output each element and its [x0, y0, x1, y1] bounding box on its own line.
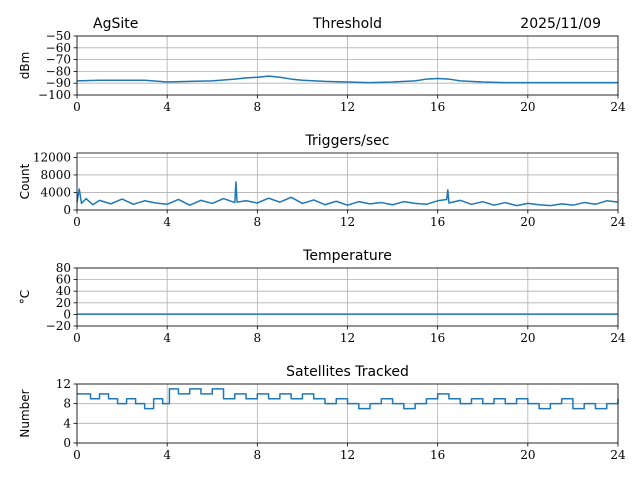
series-line	[76, 75, 618, 84]
x-tick-label: 12	[340, 448, 355, 462]
x-tick-label: 16	[430, 448, 445, 462]
x-tick-label: 8	[254, 215, 262, 229]
y-axis-label: dBm	[18, 52, 32, 80]
y-tick-label: −60	[46, 41, 71, 55]
x-tick-label: 24	[610, 448, 626, 462]
x-tick-label: 0	[73, 100, 81, 114]
axes-title: Threshold	[312, 16, 382, 32]
y-tick-label: 60	[56, 273, 71, 287]
y-axis-label: °C	[18, 290, 32, 304]
series-line	[77, 388, 619, 410]
x-tick-label: 0	[73, 448, 81, 462]
series-line	[76, 181, 619, 207]
chart-panels: 0 4 8 12 16 20 24 −100−90−80−70−60−50 Threshold d…	[18, 16, 626, 462]
y-tick-label: 40	[56, 284, 71, 298]
x-tick-label: 16	[430, 215, 445, 229]
x-tick-label: 8	[254, 100, 262, 114]
y-tick-label: −90	[46, 76, 71, 90]
axes-title: Temperature	[302, 248, 392, 264]
y-tick-label: 12000	[33, 150, 71, 164]
y-axis-label: Count	[18, 163, 32, 199]
x-tick-label: 24	[610, 331, 626, 345]
x-tick-label: 24	[610, 215, 626, 229]
y-axis-label: Number	[18, 389, 32, 437]
x-tick-label: 20	[520, 448, 535, 462]
axes-title: Triggers/sec	[305, 133, 390, 149]
x-tick-label: 0	[73, 215, 81, 229]
x-tick-label: 20	[520, 215, 535, 229]
x-tick-label: 12	[340, 215, 355, 229]
y-tick-label: −20	[46, 319, 71, 333]
x-tick-label: 8	[254, 331, 262, 345]
x-tick-label: 4	[163, 100, 171, 114]
site-label: AgSite	[93, 16, 138, 32]
x-tick-label: 0	[73, 331, 81, 345]
y-tick-label: 20	[56, 296, 71, 310]
y-tick-label: 4	[63, 416, 71, 430]
y-tick-label: −70	[46, 53, 71, 67]
y-tick-label: 12	[56, 377, 71, 391]
x-tick-label: 16	[430, 331, 445, 345]
y-tick-label: 0	[63, 307, 71, 321]
x-tick-label: 8	[254, 448, 262, 462]
y-tick-label: 80	[56, 261, 71, 275]
x-tick-label: 24	[610, 100, 626, 114]
y-tick-label: −50	[46, 29, 71, 43]
x-tick-label: 20	[520, 100, 535, 114]
y-tick-label: 8	[63, 397, 71, 411]
y-tick-label: 0	[63, 436, 71, 450]
y-tick-label: 8000	[40, 168, 71, 182]
axes-title: Satellites Tracked	[286, 364, 409, 380]
x-tick-label: 4	[163, 448, 171, 462]
x-tick-label: 20	[520, 331, 535, 345]
y-tick-label: 0	[63, 203, 71, 217]
date-label: 2025/11/09	[520, 16, 601, 32]
x-tick-label: 4	[163, 331, 171, 345]
y-tick-label: −80	[46, 64, 71, 78]
x-tick-label: 16	[430, 100, 445, 114]
x-tick-label: 12	[340, 100, 355, 114]
y-tick-label: 4000	[40, 185, 71, 199]
x-tick-label: 4	[163, 215, 171, 229]
y-tick-label: −100	[38, 88, 71, 102]
x-tick-label: 12	[340, 331, 355, 345]
